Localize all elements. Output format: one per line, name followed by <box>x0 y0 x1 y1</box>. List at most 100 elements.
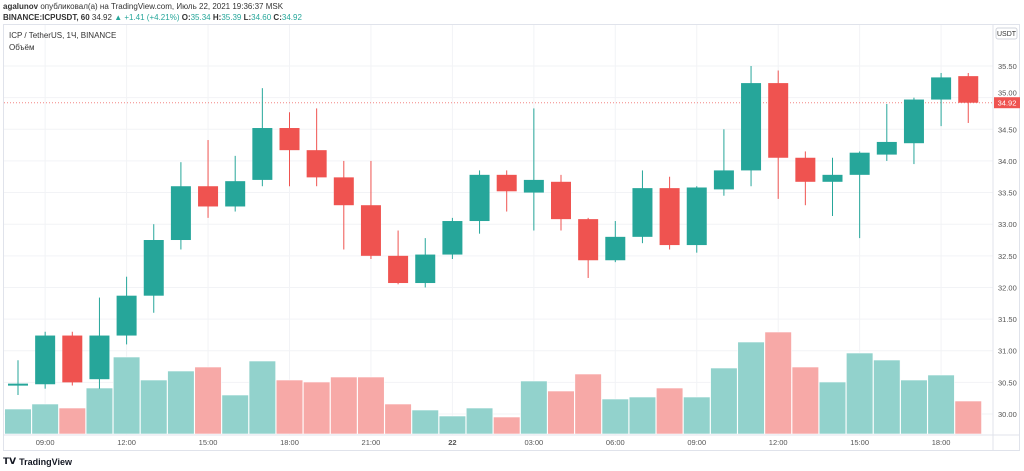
candle-body <box>931 77 952 100</box>
volume-bar <box>140 379 168 435</box>
price-tick-label: 32.50 <box>998 252 1017 261</box>
price-tick-label: 32.00 <box>998 283 1017 292</box>
candle-body <box>143 240 164 296</box>
volume-bar <box>655 387 684 435</box>
volume-bar <box>4 408 32 435</box>
tradingview-logo[interactable]: 𝗧𝗩 TradingView <box>3 456 72 467</box>
volume-bar <box>303 381 331 435</box>
price-tick-label: 33.50 <box>998 189 1017 198</box>
last-price-badge <box>994 97 1020 109</box>
volume-bar <box>384 403 412 435</box>
c-label: C: <box>273 13 282 22</box>
candle-body <box>523 179 544 193</box>
candle-body <box>795 157 816 182</box>
volume-bar <box>683 396 711 435</box>
time-tick-label: 15:00 <box>199 438 218 447</box>
price-tick-label: 35.50 <box>998 62 1017 71</box>
candle-body <box>442 221 463 255</box>
volume-bar <box>58 407 86 435</box>
candle-body <box>252 128 273 180</box>
candle-body <box>713 170 734 190</box>
candle-body <box>360 205 381 256</box>
symbol: BINANCE:ICPUSDT, 60 <box>3 13 90 22</box>
candle-body <box>415 254 436 284</box>
candle-body <box>768 83 789 158</box>
price-tick-label: 30.00 <box>998 410 1017 419</box>
candle-body <box>388 255 409 284</box>
candle-body <box>741 83 762 171</box>
volume-bar <box>31 403 59 435</box>
candle-body <box>822 174 843 182</box>
volume-bar <box>873 359 901 435</box>
last-price-badge-label: 34.92 <box>998 99 1017 108</box>
candle-body <box>958 76 979 103</box>
price-tick-label: 31.00 <box>998 347 1017 356</box>
volume-bar <box>357 376 385 435</box>
candle-body <box>632 188 653 237</box>
volume-bar <box>547 390 575 435</box>
volume-bar <box>601 398 629 435</box>
candle-body <box>659 188 680 246</box>
candle-body <box>686 187 707 246</box>
close-value: 34.92 <box>281 13 302 22</box>
candle-body <box>551 181 571 220</box>
price-tick-label: 33.00 <box>998 220 1017 229</box>
candle-body <box>279 128 300 151</box>
candle-body <box>578 219 599 261</box>
currency-label: USDT <box>997 31 1017 38</box>
volume-bar <box>520 380 548 435</box>
time-tick-label: 06:00 <box>606 438 625 447</box>
price-tick-label: 31.50 <box>998 315 1017 324</box>
volume-bar <box>710 367 738 435</box>
last-price: 34.92 <box>91 13 112 22</box>
candle-body <box>198 186 219 207</box>
chart-frame[interactable] <box>3 24 1020 451</box>
candle-body <box>876 141 897 155</box>
volume-bar <box>248 360 276 435</box>
publish-info: agalunov опубликовал(а) на TradingView.c… <box>3 2 283 11</box>
volume-bar <box>85 387 114 435</box>
time-tick-label: 21:00 <box>362 438 381 447</box>
candle-body <box>89 335 110 380</box>
candle-body <box>496 174 517 192</box>
change: ▲ +1.41 (+4.21%) <box>114 13 180 22</box>
volume-bar <box>791 366 819 435</box>
currency-button <box>995 27 1018 40</box>
candle-body <box>469 174 490 222</box>
high-value: 35.39 <box>221 13 242 22</box>
candle-body <box>170 186 191 241</box>
time-tick-label: 18:00 <box>280 438 299 447</box>
volume-label[interactable]: Объём <box>9 43 35 52</box>
time-tick-label: 18:00 <box>932 438 951 447</box>
h-label: H: <box>212 13 222 22</box>
volume-bar <box>167 370 195 435</box>
l-label: L: <box>243 13 252 22</box>
candle-body <box>903 99 924 144</box>
candle-body <box>8 383 28 386</box>
volume-bar <box>113 356 141 435</box>
volume-bar <box>927 374 955 435</box>
volume-bar <box>954 400 982 435</box>
low-value: 34.60 <box>251 13 272 22</box>
open-value: 35.34 <box>190 13 211 22</box>
volume-bar <box>846 352 874 435</box>
candle-body <box>306 150 327 178</box>
volume-bar <box>194 366 222 435</box>
series-title[interactable]: ICP / TetherUS, 1Ч, BINANCE <box>9 31 117 40</box>
brand-name: TradingView <box>19 456 72 467</box>
volume-bar <box>628 396 657 435</box>
price-tick-label: 35.00 <box>998 89 1017 98</box>
time-tick-label: 09:00 <box>36 438 55 447</box>
time-tick-label: 03:00 <box>524 438 543 447</box>
volume-bar <box>574 373 602 435</box>
ohlc-info: BINANCE:ICPUSDT, 60 34.92 ▲ +1.41 (+4.21… <box>3 13 302 22</box>
time-tick-label: 15:00 <box>850 438 869 447</box>
volume-bar <box>764 331 792 435</box>
author[interactable]: agalunov <box>3 2 39 11</box>
price-tick-label: 34.00 <box>998 157 1017 166</box>
candle-body <box>605 236 626 261</box>
volume-bar <box>221 394 249 435</box>
candle-body <box>35 335 56 385</box>
price-tick-label: 34.50 <box>998 125 1017 134</box>
